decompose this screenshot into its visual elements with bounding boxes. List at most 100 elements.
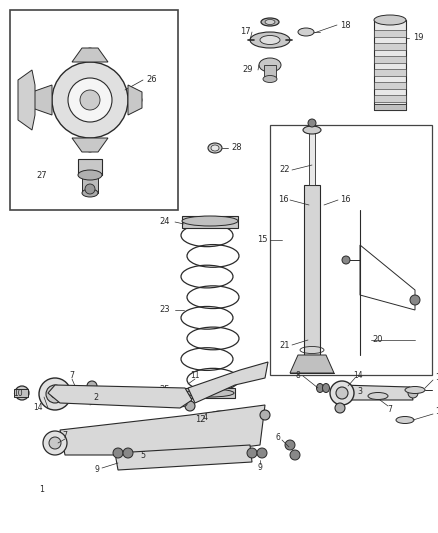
Circle shape [43,431,67,455]
Text: 15: 15 [257,236,267,245]
Circle shape [308,119,316,127]
Bar [304,185,320,355]
Text: 24: 24 [160,217,170,227]
Bar [374,30,406,37]
Text: 12: 12 [195,416,205,424]
Circle shape [342,256,350,264]
Ellipse shape [298,28,314,36]
Circle shape [52,62,128,138]
Text: 23: 23 [160,305,170,314]
Text: 9: 9 [95,465,99,474]
Circle shape [46,385,64,403]
Circle shape [15,386,29,400]
Text: 3: 3 [357,387,363,397]
Text: 28: 28 [232,143,242,152]
Text: 9: 9 [258,464,262,472]
Ellipse shape [322,384,329,392]
Ellipse shape [173,401,187,407]
Polygon shape [340,385,413,400]
Ellipse shape [259,58,281,72]
Circle shape [285,440,295,450]
Circle shape [49,437,61,449]
Ellipse shape [265,20,275,25]
Bar [374,82,406,89]
Circle shape [330,381,354,405]
Polygon shape [60,405,265,455]
Circle shape [85,48,95,58]
Ellipse shape [317,384,324,392]
Ellipse shape [405,386,425,393]
Text: 7: 7 [70,370,74,379]
Text: 27: 27 [37,171,47,180]
Circle shape [85,142,95,152]
Bar [374,69,406,76]
Circle shape [260,410,270,420]
Text: 18: 18 [340,20,350,29]
Polygon shape [115,445,252,470]
Circle shape [80,90,100,110]
Polygon shape [72,48,108,62]
Circle shape [335,403,345,413]
Ellipse shape [210,411,230,419]
Ellipse shape [78,170,102,180]
Text: 14: 14 [353,370,363,379]
Text: 6: 6 [276,433,280,442]
Bar [182,216,238,228]
Text: 16: 16 [340,196,350,205]
Ellipse shape [182,216,238,226]
Circle shape [123,448,133,458]
Polygon shape [188,362,268,403]
Circle shape [68,78,112,122]
Bar [374,104,406,110]
Bar [374,43,406,50]
Ellipse shape [250,32,290,48]
Text: 26: 26 [147,76,157,85]
Bar [14,389,28,397]
Circle shape [185,401,195,411]
Bar [374,95,406,102]
Circle shape [113,448,123,458]
Text: 1: 1 [39,486,45,495]
Circle shape [336,387,348,399]
Text: 20: 20 [373,335,383,344]
Circle shape [257,448,267,458]
Bar [82,175,98,193]
Polygon shape [128,85,142,115]
Ellipse shape [368,392,388,400]
Bar [78,159,102,175]
Ellipse shape [396,416,414,424]
Text: 17: 17 [240,28,250,36]
Polygon shape [32,85,52,115]
Text: 21: 21 [280,341,290,350]
Text: 5: 5 [141,450,145,459]
Text: 19: 19 [413,34,423,43]
Text: 7: 7 [388,406,392,415]
Text: 14: 14 [33,403,43,413]
Circle shape [85,184,95,194]
Circle shape [410,295,420,305]
Text: 11: 11 [190,370,200,379]
Bar [264,65,276,79]
Ellipse shape [263,76,277,83]
Text: 7: 7 [63,431,67,440]
Circle shape [408,388,418,398]
Text: 10: 10 [13,389,23,398]
Text: 29: 29 [243,66,253,75]
Text: 25: 25 [160,385,170,394]
Circle shape [247,448,257,458]
Circle shape [51,390,59,398]
Ellipse shape [186,389,234,397]
Text: 11: 11 [435,408,438,416]
Ellipse shape [261,18,279,26]
Text: 8: 8 [296,372,300,381]
Ellipse shape [260,36,280,44]
Ellipse shape [211,145,219,151]
Text: 2: 2 [93,393,99,402]
Bar [374,20,406,110]
Bar [10,10,178,210]
Ellipse shape [208,143,222,153]
Ellipse shape [82,189,98,197]
Polygon shape [290,355,334,373]
Circle shape [87,381,97,391]
Polygon shape [48,385,192,408]
